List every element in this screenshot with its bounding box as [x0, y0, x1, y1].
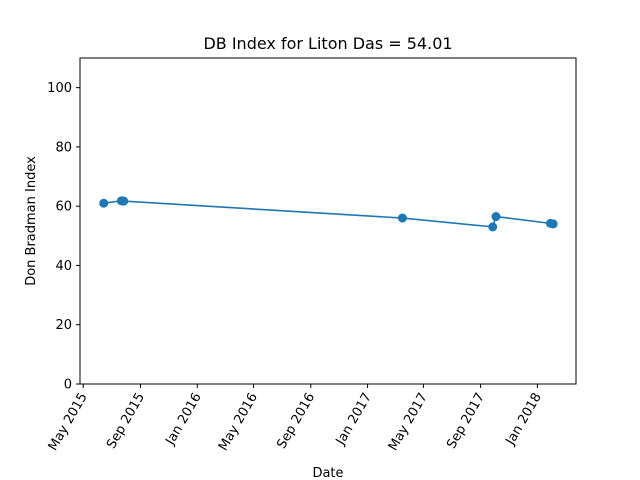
x-tick-label: May 2015 — [46, 391, 91, 454]
y-tick-label: 40 — [55, 259, 72, 274]
data-point — [119, 196, 129, 206]
x-tick-label: May 2016 — [216, 391, 261, 454]
y-tick-label: 0 — [64, 378, 72, 393]
data-point — [99, 198, 109, 208]
y-tick-label: 80 — [55, 140, 72, 155]
data-point — [397, 213, 407, 223]
x-axis: May 2015 Sep 2015 Jan 2016 May 2016 Sep 2016… — [46, 384, 545, 454]
x-tick-label: Sep 2015 — [104, 391, 148, 452]
y-axis-label: Don Bradman Index — [24, 156, 39, 286]
plot-area — [79, 57, 577, 385]
y-tick-label: 100 — [47, 81, 72, 96]
chart-title: DB Index for Liton Das = 54.01 — [203, 34, 452, 53]
data-point — [548, 219, 558, 229]
y-axis: 0 20 40 60 80 100 — [47, 81, 80, 393]
data-point — [488, 222, 498, 232]
x-tick-label: Jan 2016 — [163, 391, 205, 449]
y-tick-label: 60 — [55, 200, 72, 215]
x-tick-label: Jan 2018 — [503, 391, 545, 449]
x-tick-label: Jan 2017 — [333, 391, 375, 449]
plot-frame — [79, 57, 577, 385]
y-tick-label: 20 — [55, 318, 72, 333]
data-point — [491, 212, 501, 222]
x-tick-label: Sep 2016 — [274, 391, 318, 452]
x-axis-label: Date — [312, 466, 343, 480]
series-layer — [99, 196, 558, 232]
x-tick-label: Sep 2017 — [444, 390, 488, 451]
x-tick-label: May 2017 — [386, 391, 431, 454]
